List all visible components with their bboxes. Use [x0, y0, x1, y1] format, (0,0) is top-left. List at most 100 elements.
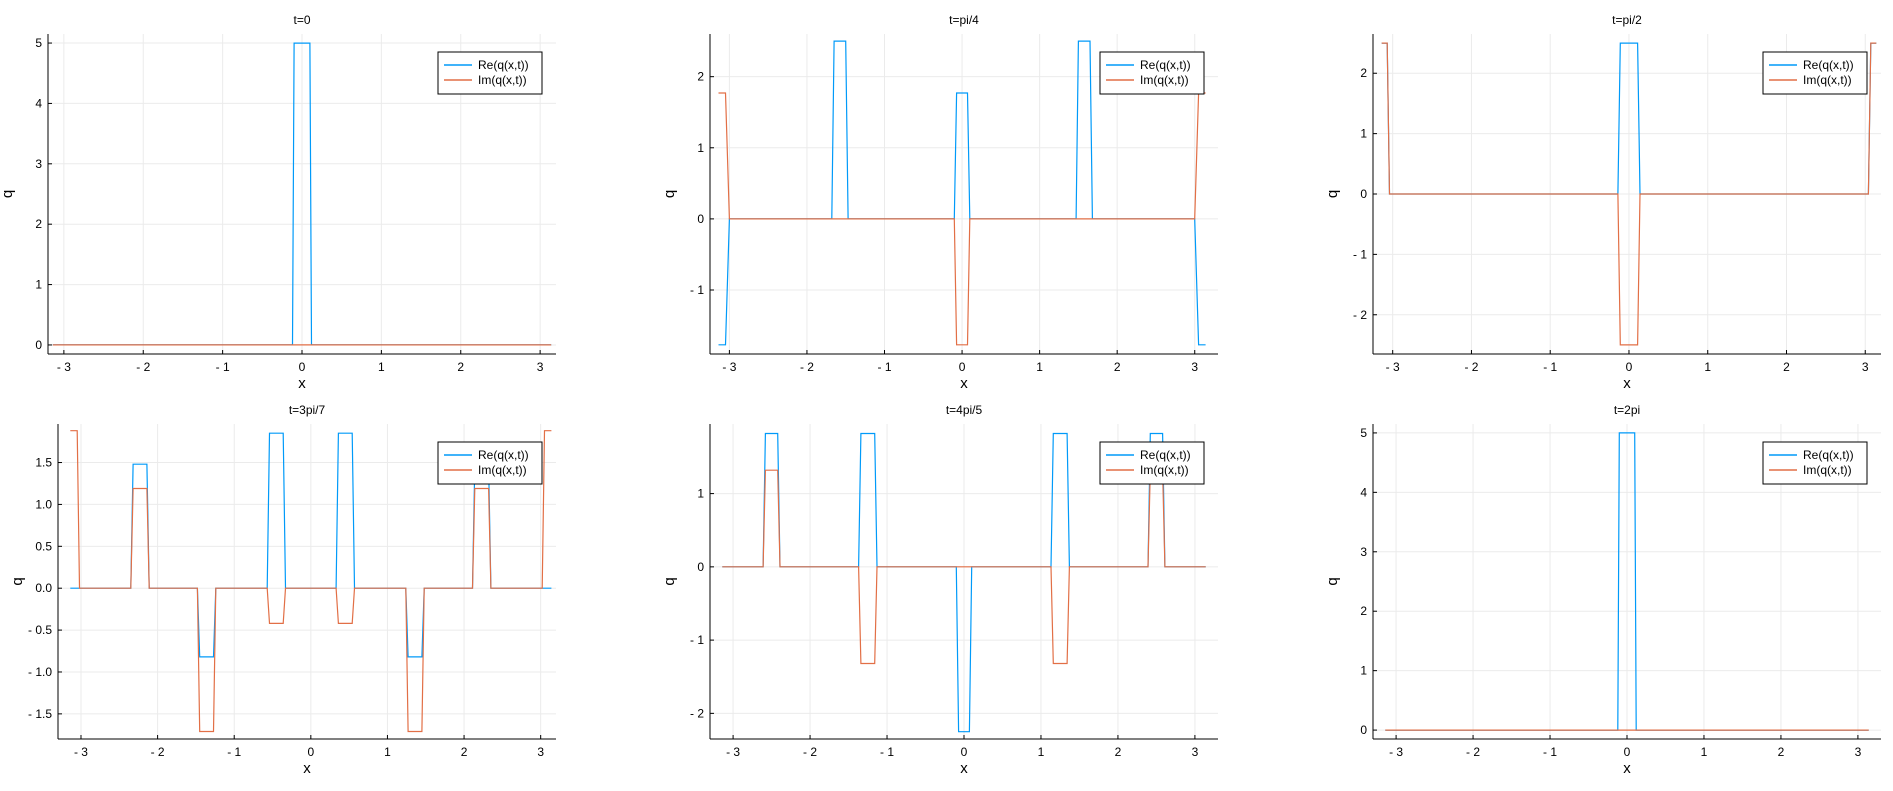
y-tick-label: 2	[697, 70, 704, 84]
y-tick-label: 0	[1360, 723, 1367, 737]
y-tick-label: 2	[1360, 66, 1367, 80]
x-tick-label: 0	[959, 360, 966, 374]
subplot-4: - 3 - 2 - 1 0 1 2 3 - 1.5 - 1.0 - 0.5 0.0 0.5 1.0 1.5…	[9, 403, 556, 777]
x-tick-label: 1	[1036, 360, 1043, 374]
legend-box	[437, 51, 543, 95]
x-tick-label: 2	[1783, 360, 1790, 374]
legend: Re(q(x,t))Im(q(x,t))	[1099, 441, 1205, 485]
x-tick-label: - 2	[1466, 745, 1480, 759]
x-tick-label: - 3	[74, 745, 88, 759]
x-tick-label: 0	[299, 360, 306, 374]
y-tick-label: 5	[35, 36, 42, 50]
x-tick-label: 0	[961, 745, 968, 759]
x-tick-label: 3	[537, 745, 544, 759]
subplot-1: - 3 - 2 - 1 0 1 2 3 0 1 2 3 4 5 t=0 x q Re(q(x,t))Im(q(x…	[0, 13, 556, 392]
x-tick-label: 2	[461, 745, 468, 759]
x-tick-label: 3	[1855, 745, 1862, 759]
legend-entry: Im(q(x,t))	[478, 73, 527, 87]
legend-box	[1762, 441, 1868, 485]
x-tick-label: - 1	[1543, 360, 1557, 374]
legend-entry: Re(q(x,t))	[478, 448, 529, 462]
x-axis-label: x	[960, 375, 968, 392]
x-tick-label: - 2	[136, 360, 150, 374]
grid	[58, 424, 556, 739]
x-tick-label: 1	[1038, 745, 1045, 759]
x-axis-label: x	[960, 760, 968, 777]
y-tick-label: - 1	[690, 283, 704, 297]
series-im-line	[718, 92, 1206, 346]
y-tick-label: 1	[35, 278, 42, 292]
grid	[710, 424, 1218, 739]
legend-entry: Im(q(x,t))	[1803, 463, 1852, 477]
y-tick-label: 1	[697, 141, 704, 155]
x-tick-label: - 2	[1464, 360, 1478, 374]
y-axis-label: q	[0, 190, 16, 198]
x-tick-label: - 1	[227, 745, 241, 759]
x-tick-label: 3	[1862, 360, 1869, 374]
subplot-5: - 3 - 2 - 1 0 1 2 3 - 2 - 1 0 1 t=4pi/5 x q Re(q(x,t))…	[661, 403, 1218, 777]
subplot-6: - 3 - 2 - 1 0 1 2 3 0 1 2 3 4 5 t=2pi x q Re(q(x,t))Im(q…	[1324, 403, 1881, 777]
x-tick-label: - 1	[880, 745, 894, 759]
legend-box	[1099, 51, 1205, 95]
x-tick-label: 3	[537, 360, 544, 374]
x-axis-label: x	[1623, 375, 1631, 392]
legend-entry: Re(q(x,t))	[1803, 58, 1854, 72]
x-tick-label: 2	[1114, 360, 1121, 374]
x-tick-label: - 3	[1386, 360, 1400, 374]
y-axis-label: q	[1324, 577, 1341, 585]
plot-title: t=3pi/7	[289, 403, 326, 417]
legend-entry: Re(q(x,t))	[1803, 448, 1854, 462]
legend-entry: Im(q(x,t))	[1140, 463, 1189, 477]
x-tick-label: - 1	[877, 360, 891, 374]
y-tick-label: 4	[35, 96, 42, 110]
x-tick-label: 1	[1701, 745, 1708, 759]
x-tick-label: - 1	[216, 360, 230, 374]
legend-entry: Im(q(x,t))	[1803, 73, 1852, 87]
x-tick-label: - 2	[151, 745, 165, 759]
y-tick-label: 2	[1360, 604, 1367, 618]
y-tick-label: 0	[35, 338, 42, 352]
legend-box	[1762, 51, 1868, 95]
plot-title: t=pi/2	[1612, 13, 1642, 27]
x-tick-label: 2	[1778, 745, 1785, 759]
x-tick-label: 0	[1626, 360, 1633, 374]
x-tick-label: 0	[1624, 745, 1631, 759]
legend-entry: Im(q(x,t))	[478, 463, 527, 477]
y-tick-label: 1.0	[35, 497, 52, 511]
y-axis-label: q	[661, 190, 678, 198]
x-tick-label: 1	[378, 360, 385, 374]
x-tick-label: 2	[457, 360, 464, 374]
legend: Re(q(x,t))Im(q(x,t))	[1762, 51, 1868, 95]
x-tick-label: - 2	[803, 745, 817, 759]
y-tick-label: 0	[697, 560, 704, 574]
y-tick-label: 1	[1360, 127, 1367, 141]
x-tick-label: - 2	[800, 360, 814, 374]
x-axis-label: x	[303, 760, 311, 777]
legend: Re(q(x,t))Im(q(x,t))	[1099, 51, 1205, 95]
y-axis-label: q	[9, 577, 26, 585]
y-axis-label: q	[1324, 190, 1341, 198]
y-tick-label: - 1	[1353, 247, 1367, 261]
y-tick-label: - 2	[690, 706, 704, 720]
legend: Re(q(x,t))Im(q(x,t))	[1762, 441, 1868, 485]
series-im-line	[1381, 42, 1877, 346]
plot-title: t=4pi/5	[946, 403, 983, 417]
legend-entry: Re(q(x,t))	[1140, 58, 1191, 72]
legend-box	[1099, 441, 1205, 485]
x-tick-label: - 3	[1389, 745, 1403, 759]
subplot-3: - 3 - 2 - 1 0 1 2 3 - 2 - 1 0 1 2 t=pi/2 x q Re(q(x,t))…	[1324, 13, 1881, 392]
legend-entry: Re(q(x,t))	[478, 58, 529, 72]
plot-title: t=0	[293, 13, 310, 27]
x-axis-label: x	[298, 375, 306, 392]
y-tick-label: 1.5	[35, 456, 52, 470]
legend-box	[437, 441, 543, 485]
x-tick-label: 1	[1704, 360, 1711, 374]
y-tick-label: 1	[1360, 664, 1367, 678]
x-tick-label: 3	[1192, 745, 1199, 759]
y-tick-label: 0	[1360, 187, 1367, 201]
x-tick-label: 0	[307, 745, 314, 759]
y-tick-label: 5	[1360, 426, 1367, 440]
legend-entry: Im(q(x,t))	[1140, 73, 1189, 87]
y-tick-label: 1	[697, 487, 704, 501]
plot-title: t=2pi	[1614, 403, 1640, 417]
